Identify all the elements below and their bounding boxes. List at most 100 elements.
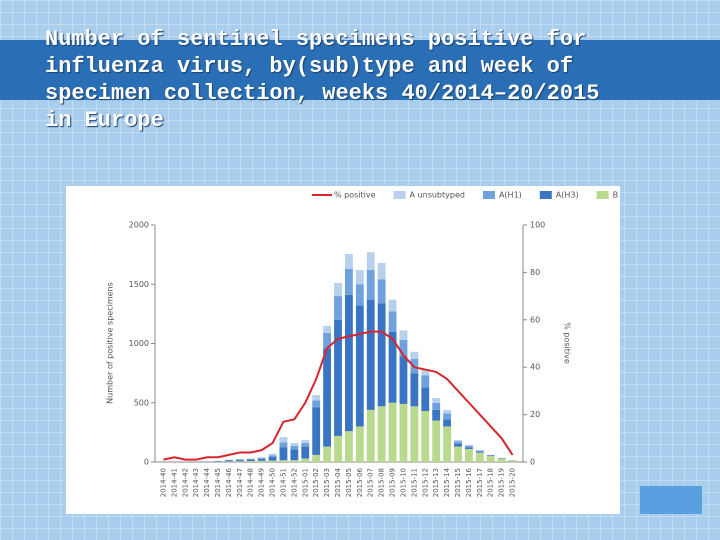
bar-segment	[268, 460, 277, 462]
x-tick-label: 2015-03	[323, 468, 331, 497]
bar-segment	[421, 387, 430, 412]
bar-segment	[432, 402, 441, 410]
bar-segment	[344, 268, 353, 295]
bar-segment	[290, 446, 299, 450]
legend-label: % positive	[334, 191, 376, 200]
bar-segment	[235, 461, 244, 462]
y2-tick-label: 60	[530, 315, 540, 324]
bar-segment	[508, 460, 517, 462]
bar-segment	[344, 294, 353, 432]
x-tick-label: 2014-41	[170, 468, 178, 497]
decoration	[640, 486, 702, 514]
bar-segment	[421, 375, 430, 388]
bar-segment	[399, 339, 408, 357]
y-tick-label: 1500	[129, 280, 149, 289]
bar-segment	[235, 460, 244, 462]
bar-segment	[366, 409, 375, 462]
bar-segment	[279, 447, 288, 461]
legend-swatch	[482, 191, 495, 199]
bar-segment	[454, 441, 462, 444]
bar-segment	[323, 348, 332, 447]
bar-segment	[268, 455, 277, 458]
x-tick-label: 2015-18	[487, 468, 495, 497]
bar-segment	[443, 419, 452, 427]
y2-tick-label: 20	[530, 410, 540, 419]
bar-segment	[301, 440, 310, 444]
bar-segment	[344, 254, 353, 269]
bar-segment	[224, 461, 233, 462]
bar-segment	[377, 303, 386, 407]
chart-panel	[66, 186, 620, 514]
legend-label: B	[613, 191, 619, 200]
bar-segment	[388, 311, 397, 332]
x-tick-label: 2015-09	[389, 468, 397, 497]
bar-segment	[366, 270, 375, 300]
legend-swatch	[539, 191, 552, 199]
bar-segment	[410, 406, 419, 462]
bar-segment	[388, 402, 397, 462]
bar-segment	[312, 454, 321, 462]
x-tick-label: 2014-43	[192, 468, 200, 497]
bar-segment	[432, 420, 441, 462]
bar-segment	[432, 398, 441, 403]
x-tick-label: 2015-04	[334, 467, 342, 497]
x-tick-label: 2015-07	[367, 468, 375, 497]
y-tick-label: 0	[144, 458, 149, 467]
bar-segment	[388, 299, 397, 312]
legend-label: A(H1)	[499, 191, 522, 200]
y2-tick-label: 40	[530, 363, 540, 372]
bar-segment	[312, 400, 321, 408]
bar-segment	[301, 458, 310, 462]
bar-segment	[290, 443, 299, 447]
bar-segment	[334, 283, 342, 297]
bar-segment	[246, 461, 255, 462]
legend-label: A unsubtyped	[410, 191, 465, 200]
x-tick-label: 2015-16	[465, 467, 473, 497]
y-tick-label: 1000	[129, 339, 149, 348]
bar-segment	[421, 411, 430, 462]
bar-segment	[366, 299, 375, 410]
x-tick-label: 2015-11	[410, 468, 418, 497]
bar-segment	[410, 351, 419, 359]
x-tick-label: 2014-45	[214, 468, 222, 497]
x-tick-label: 2015-19	[498, 468, 506, 497]
bar-segment	[377, 279, 386, 304]
title-band	[0, 40, 720, 100]
bar-segment	[475, 451, 484, 453]
bar-segment	[301, 443, 310, 447]
bar-segment	[257, 460, 266, 462]
x-tick-label: 2015-10	[399, 468, 407, 497]
x-tick-label: 2015-05	[345, 468, 353, 497]
x-tick-label: 2014-40	[159, 468, 167, 497]
x-tick-label: 2014-51	[279, 468, 287, 497]
bar-segment	[334, 296, 342, 320]
bar-segment	[399, 356, 408, 404]
bar-segment	[486, 456, 495, 462]
bar-segment	[377, 406, 386, 462]
bar-segment	[279, 442, 288, 448]
x-tick-label: 2014-48	[247, 468, 255, 497]
x-tick-label: 2014-49	[258, 468, 266, 497]
x-tick-label: 2015-13	[432, 468, 440, 497]
bar-segment	[290, 449, 299, 461]
x-tick-label: 2014-46	[225, 467, 233, 497]
bar-segment	[399, 403, 408, 462]
bar-segment	[257, 458, 266, 460]
bar-segment	[268, 453, 277, 456]
bar-segment	[432, 409, 441, 421]
bar-segment	[312, 407, 321, 455]
x-tick-label: 2015-01	[301, 468, 309, 497]
x-tick-label: 2014-44	[203, 467, 211, 497]
bar-segment	[268, 457, 277, 461]
x-tick-label: 2014-42	[181, 468, 189, 497]
bar-segment	[475, 452, 484, 462]
x-tick-label: 2015-14	[443, 467, 451, 497]
bar-segment	[377, 262, 386, 280]
bar-segment	[410, 373, 419, 407]
bar-segment	[497, 458, 506, 462]
bar-segment	[399, 330, 408, 340]
bar-segment	[454, 443, 462, 447]
bar-segment	[344, 431, 353, 462]
